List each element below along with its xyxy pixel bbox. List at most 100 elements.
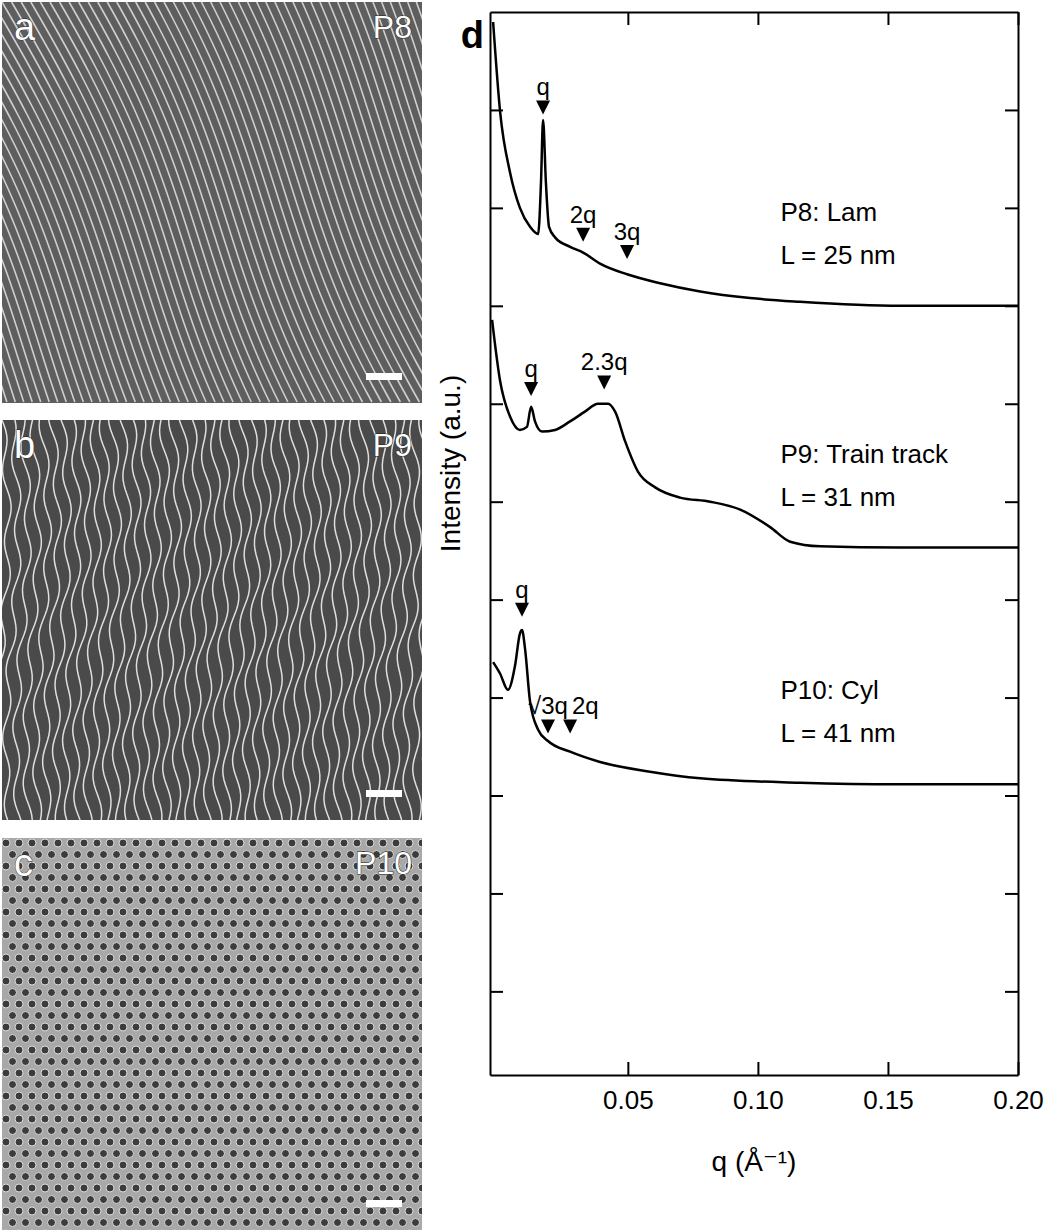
dot [223,1184,231,1192]
dot [145,931,153,939]
dot [399,1035,407,1043]
dot [386,1012,394,1020]
dot [269,1219,277,1227]
dot [275,908,283,916]
dot [152,851,160,859]
dot [126,1127,134,1135]
tick-mark [490,697,503,699]
dot [295,1058,303,1066]
dot [412,874,420,882]
dot [80,1115,88,1123]
dot [405,931,413,939]
dot [139,874,147,882]
stripe [284,2,422,402]
dot [399,1081,407,1089]
dot [288,1092,296,1100]
dot [54,1092,62,1100]
dot [145,1023,153,1031]
dot [113,1058,121,1066]
dot [249,839,257,847]
dot [106,839,114,847]
dot [288,839,296,847]
dot [54,885,62,893]
dot [243,1196,251,1204]
dot [301,931,309,939]
dot [113,1012,121,1020]
series-label: L = 25 nm [780,240,895,270]
dot [295,897,303,905]
dot [132,1023,140,1031]
dot [80,931,88,939]
dot [262,908,270,916]
dot [340,1000,348,1008]
dot [236,1069,244,1077]
dot [230,1081,238,1089]
dot [48,851,56,859]
dot [418,954,422,962]
dot [106,1115,114,1123]
dot [106,862,114,870]
dot [262,977,270,985]
dot [399,989,407,997]
dot [126,1058,134,1066]
dot [171,1161,179,1169]
dot [308,851,316,859]
annotation-label: q [515,576,528,603]
dot [106,1207,114,1215]
dot [80,908,88,916]
dot [321,1035,329,1043]
annotation-label: 3q [614,218,641,245]
dot [295,966,303,974]
dot [217,1081,225,1089]
dot [126,989,134,997]
tick [1005,795,1018,796]
dot [35,966,43,974]
dot [28,885,36,893]
dot [178,1012,186,1020]
dot [171,1000,179,1008]
dot [139,943,147,951]
dot [126,1219,134,1227]
dot [61,851,69,859]
dot [158,954,166,962]
annotation-arrow [515,603,529,617]
dot [100,1173,108,1181]
dot [262,839,270,847]
dot [334,1219,342,1227]
dot [327,839,335,847]
micrograph-background [2,2,422,403]
dot [210,885,218,893]
dot [93,839,101,847]
dot [399,1150,407,1158]
dot [360,1058,368,1066]
dot [48,874,56,882]
dot [334,1196,342,1204]
axis-line [491,12,1019,14]
dot [139,1058,147,1066]
dot [178,1035,186,1043]
dot [67,1138,75,1146]
dot [249,1115,257,1123]
dot [197,839,205,847]
dot [217,920,225,928]
dot [191,920,199,928]
dot [28,1092,36,1100]
dot [61,1173,69,1181]
dot [2,1161,10,1169]
dot [165,989,173,997]
dot [184,1023,192,1031]
dot [392,1023,400,1031]
dot [145,1161,153,1169]
dot [119,1115,127,1123]
dot [74,1150,82,1158]
dot [158,908,166,916]
dot [256,1196,264,1204]
dot [28,1138,36,1146]
dot [139,1104,147,1112]
stripe [93,420,112,820]
stripe [338,2,422,402]
dot [275,1000,283,1008]
curve [492,320,1018,548]
dot [321,1150,329,1158]
dot [321,1127,329,1135]
